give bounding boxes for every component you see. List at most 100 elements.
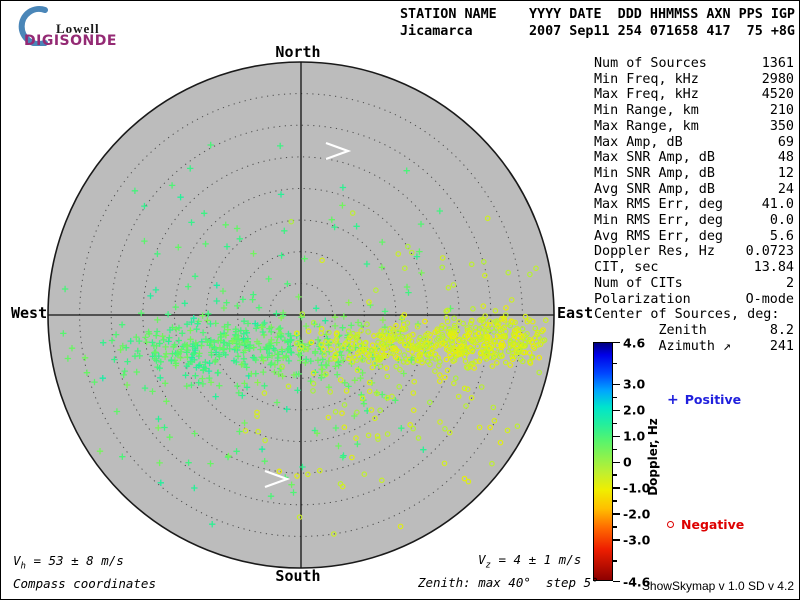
source-point-positive xyxy=(175,324,183,331)
source-point-negative xyxy=(427,361,433,368)
source-point-positive xyxy=(168,356,175,364)
source-point-positive xyxy=(108,337,116,344)
source-point-positive xyxy=(258,446,266,453)
source-point-negative xyxy=(410,407,417,414)
source-point-negative xyxy=(495,323,501,329)
source-point-positive xyxy=(199,329,207,336)
source-point-positive xyxy=(190,315,197,322)
stat-label: Azimuth ↗ xyxy=(594,338,732,354)
source-point-positive xyxy=(307,357,314,365)
source-point-positive xyxy=(322,361,330,369)
source-point-positive xyxy=(212,349,220,356)
source-point-negative xyxy=(332,338,339,344)
source-point-positive xyxy=(345,383,352,390)
source-point-negative xyxy=(483,356,490,362)
source-point-negative xyxy=(508,297,515,303)
source-point-positive xyxy=(268,336,275,344)
source-point-negative xyxy=(333,331,340,337)
source-point-positive xyxy=(225,340,233,347)
source-point-negative xyxy=(293,330,300,337)
source-point-positive xyxy=(218,333,225,341)
stat-value: 8.2 xyxy=(769,322,794,338)
source-point-positive xyxy=(173,326,180,333)
colorbar-title: Doppler, Hz xyxy=(646,418,660,496)
source-point-negative xyxy=(512,319,518,326)
source-point-positive xyxy=(273,339,280,346)
source-point-negative xyxy=(343,388,350,394)
source-point-negative xyxy=(495,320,502,327)
velocity-chevrons xyxy=(264,141,352,489)
source-point-positive xyxy=(302,359,309,366)
colorbar-tick-label: 2.0 xyxy=(623,402,646,418)
source-point-positive xyxy=(202,335,210,343)
source-point-positive xyxy=(314,357,322,364)
source-point-negative xyxy=(364,321,370,328)
source-point-negative xyxy=(391,333,397,340)
source-point-positive xyxy=(417,220,425,228)
source-point-positive xyxy=(378,264,386,271)
stat-value: O-mode xyxy=(745,291,794,307)
stat-label: Max SNR Amp, dB xyxy=(594,150,715,166)
source-point-negative xyxy=(514,423,521,430)
zenith-range-note: Zenith: max 40° step 5° xyxy=(418,575,599,590)
source-point-positive xyxy=(345,299,352,306)
source-point-negative xyxy=(519,358,526,365)
source-point-positive xyxy=(216,344,224,351)
source-point-negative xyxy=(276,468,283,475)
colorbar-tick-label: -2.0 xyxy=(623,506,651,522)
colorbar-minor-tick xyxy=(613,448,617,450)
source-point-negative xyxy=(393,322,399,329)
source-point-positive xyxy=(155,415,162,423)
source-point-negative xyxy=(374,390,380,397)
source-point-negative xyxy=(395,251,402,257)
source-point-negative xyxy=(536,369,543,376)
source-point-positive xyxy=(206,360,213,367)
compass-north-label: North xyxy=(275,43,321,61)
source-point-negative xyxy=(502,334,509,340)
source-point-negative xyxy=(389,393,395,400)
source-point-negative xyxy=(374,343,380,349)
source-point-positive xyxy=(418,269,425,277)
source-point-negative xyxy=(480,258,487,265)
source-point-positive xyxy=(149,339,156,346)
stat-label: Max Amp, dB xyxy=(594,134,683,150)
source-point-negative xyxy=(399,333,406,340)
source-point-negative xyxy=(467,363,474,370)
source-point-positive xyxy=(232,331,239,338)
source-point-positive xyxy=(188,318,195,326)
source-point-positive xyxy=(331,322,339,330)
source-point-negative xyxy=(422,318,428,325)
source-point-positive xyxy=(284,346,291,354)
source-point-positive xyxy=(141,237,148,245)
source-point-positive xyxy=(154,250,161,258)
source-point-negative xyxy=(437,419,443,425)
source-point-negative xyxy=(536,354,543,361)
source-point-negative xyxy=(365,329,371,335)
source-point-negative xyxy=(407,342,413,349)
source-point-negative xyxy=(310,380,317,387)
source-point-positive xyxy=(239,392,246,399)
source-point-positive xyxy=(153,328,161,335)
source-point-positive xyxy=(295,370,302,378)
legend-positive: + Positive xyxy=(667,392,741,408)
source-point-positive xyxy=(213,282,220,289)
source-point-positive xyxy=(124,358,131,365)
source-point-positive xyxy=(136,352,143,359)
source-point-positive xyxy=(222,351,229,358)
stat-label: Num of Sources xyxy=(594,56,707,71)
source-point-positive xyxy=(162,380,169,387)
source-point-positive xyxy=(268,328,275,336)
source-point-positive xyxy=(155,352,162,360)
source-point-positive xyxy=(221,323,228,331)
source-point-positive xyxy=(163,350,170,357)
source-point-positive xyxy=(266,349,273,357)
source-point-negative xyxy=(399,325,406,332)
source-point-positive xyxy=(359,369,366,377)
source-point-positive xyxy=(334,371,341,378)
source-point-positive xyxy=(193,364,200,371)
doppler-colorbar xyxy=(593,342,613,581)
source-point-positive xyxy=(340,357,347,364)
source-point-negative xyxy=(384,373,391,380)
source-point-positive xyxy=(100,339,107,346)
